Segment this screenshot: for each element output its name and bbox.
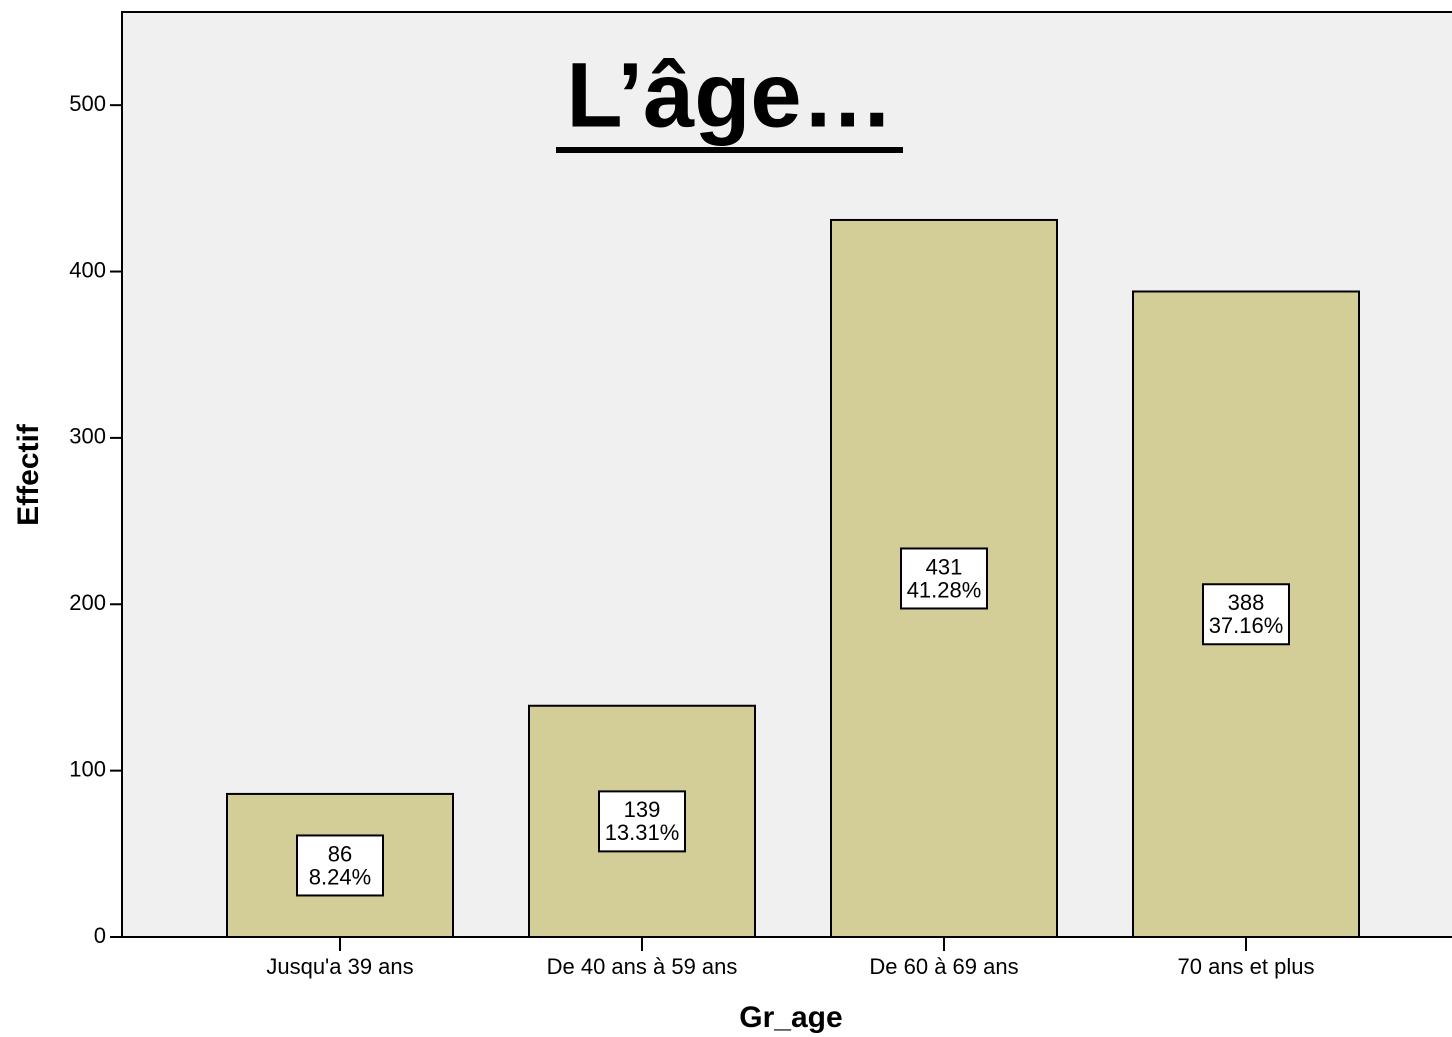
data-label-percent: 8.24%: [309, 864, 371, 889]
data-label-box: [296, 834, 384, 897]
data-label: 86: [328, 841, 352, 866]
y-axis-label: Effectif: [12, 423, 45, 526]
data-label-percent: 13.31%: [605, 820, 680, 845]
data-label-percent: 37.16%: [1209, 613, 1284, 638]
data-label: 431: [926, 554, 963, 579]
y-tick-label: 500: [69, 91, 106, 116]
x-tick-label: De 60 à 69 ans: [869, 954, 1018, 979]
x-tick-label: De 40 ans à 59 ans: [547, 954, 738, 979]
data-label-box: [1202, 583, 1290, 646]
y-tick-label: 300: [69, 424, 106, 449]
data-label: 388: [1228, 590, 1265, 615]
x-tick-label: Jusqu'a 39 ans: [266, 954, 413, 979]
y-tick-label: 100: [69, 756, 106, 781]
y-tick-label: 0: [94, 923, 106, 948]
y-tick-label: 200: [69, 590, 106, 615]
x-axis-label: Gr_age: [739, 1001, 842, 1034]
x-tick-label: 70 ans et plus: [1178, 954, 1315, 979]
y-tick-label: 400: [69, 257, 106, 282]
data-label-percent: 41.28%: [907, 577, 982, 602]
chart-title: L’âge…: [566, 44, 893, 146]
data-label-box: [598, 790, 686, 853]
data-label-box: [900, 547, 988, 610]
data-label: 139: [624, 797, 661, 822]
